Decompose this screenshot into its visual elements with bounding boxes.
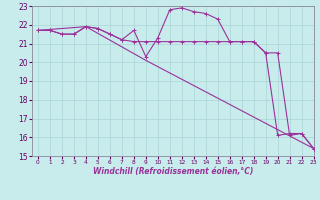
X-axis label: Windchill (Refroidissement éolien,°C): Windchill (Refroidissement éolien,°C)	[92, 167, 253, 176]
